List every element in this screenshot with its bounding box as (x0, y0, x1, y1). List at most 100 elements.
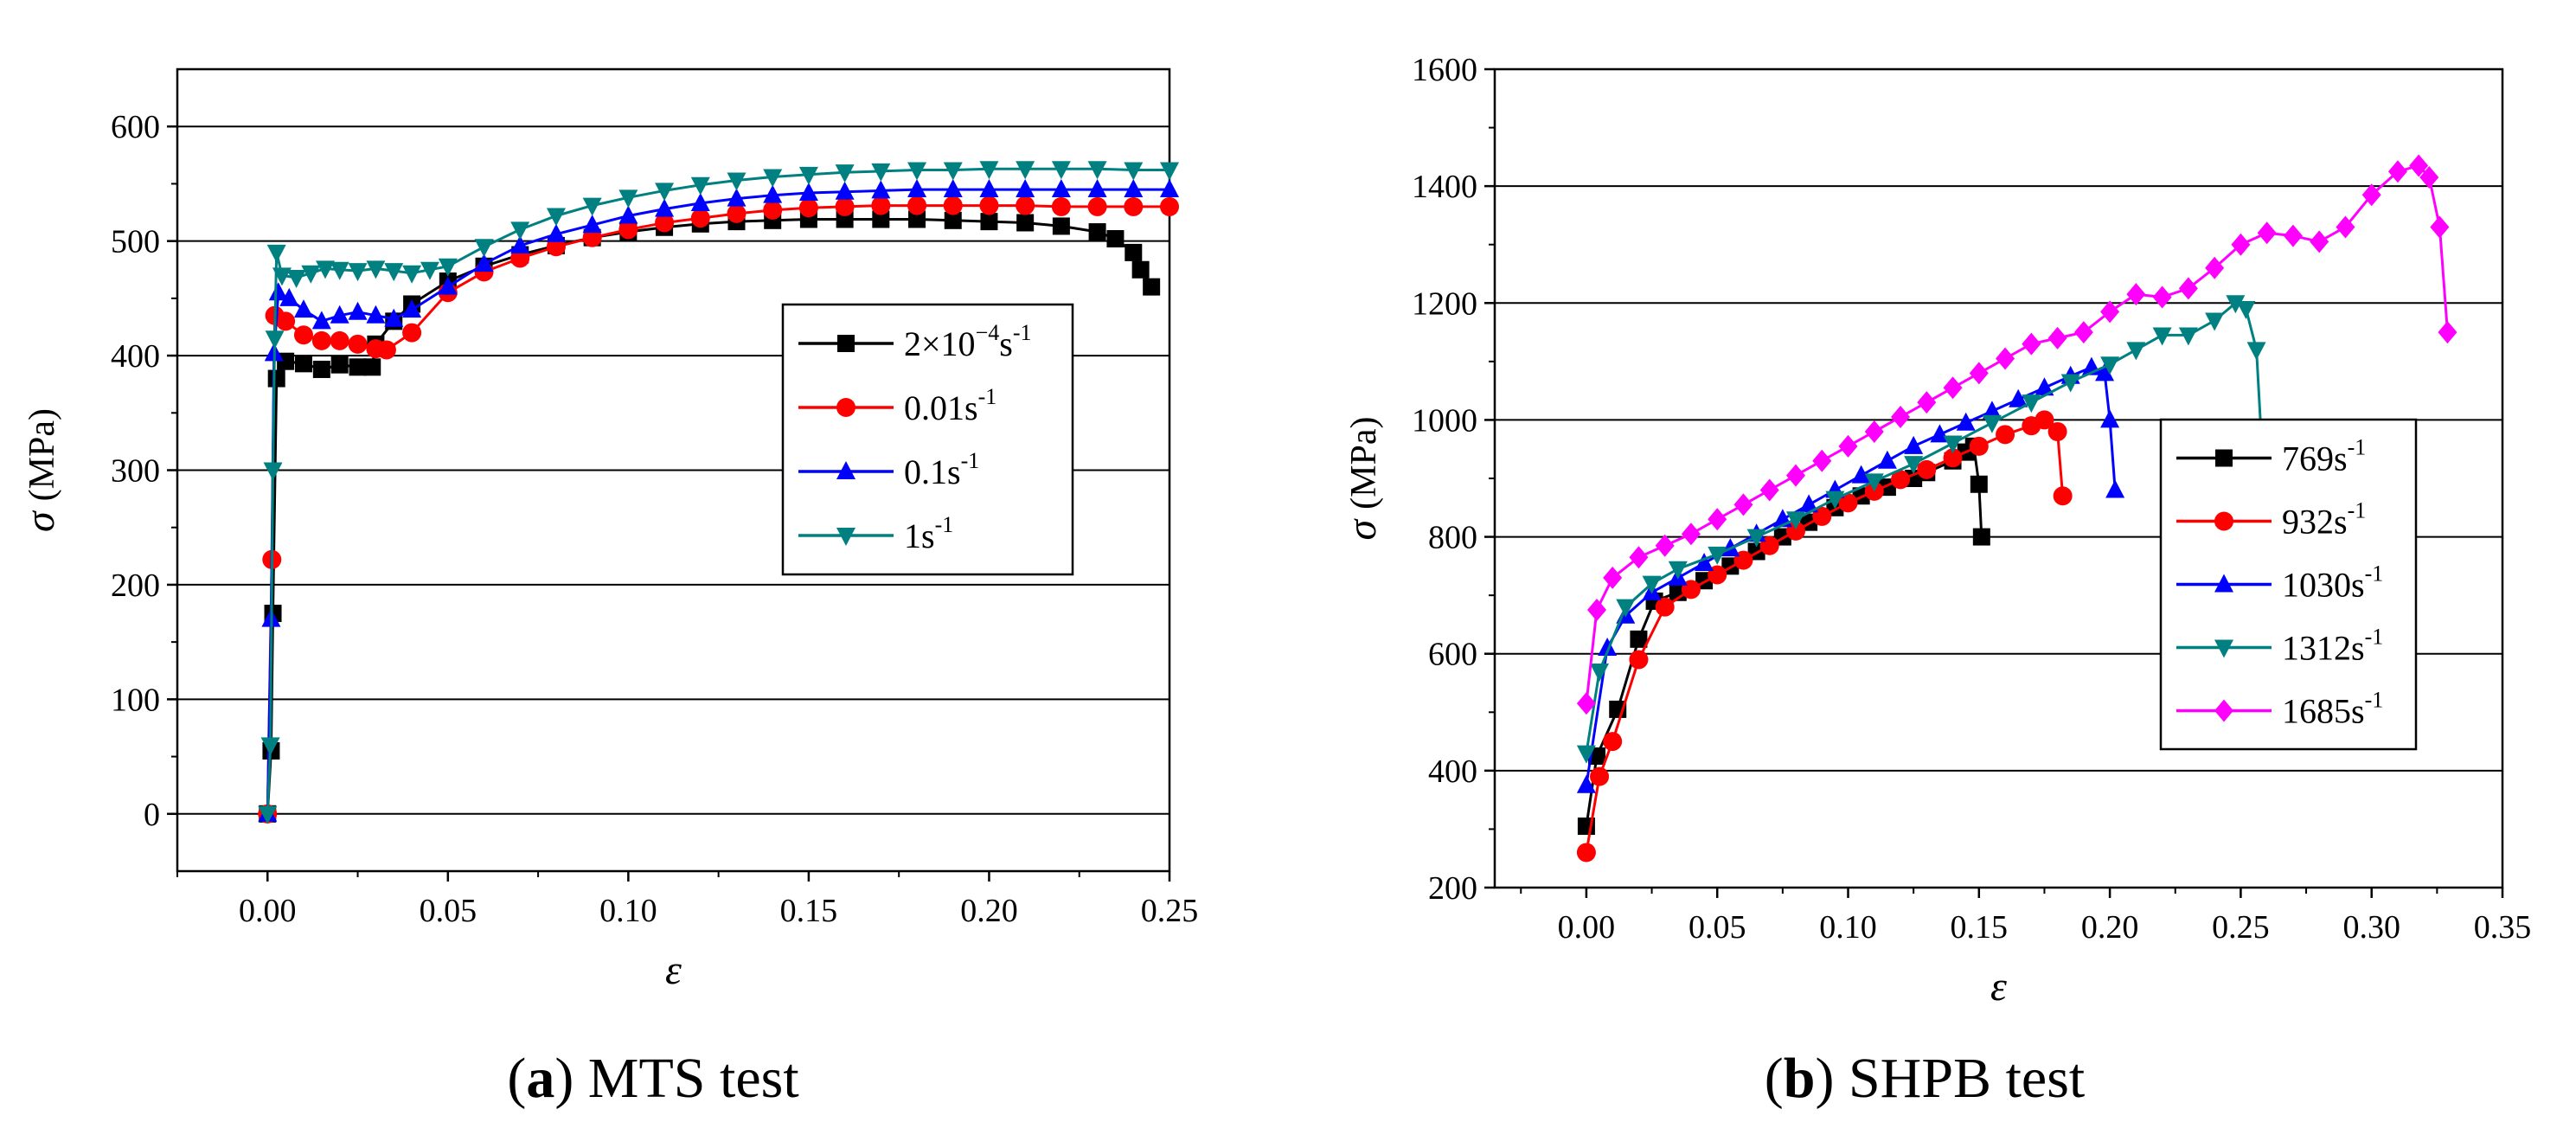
data-point (727, 203, 747, 223)
data-point (1655, 597, 1675, 617)
data-point (2246, 342, 2266, 361)
data-point (2152, 327, 2172, 346)
chart-mts-test: 0 100 200 300 400 500 600 0.00 0.05 0.10 0.15 0.20 0… (17, 67, 1199, 993)
data-point (2035, 410, 2054, 430)
data-point (1956, 412, 1976, 431)
data-point (1087, 196, 1107, 216)
data-point (384, 263, 404, 282)
data-point (2430, 215, 2450, 239)
data-point (2236, 301, 2256, 320)
data-point (2226, 295, 2246, 314)
data-point (1943, 448, 1963, 468)
legend-marker (836, 528, 855, 546)
caption-a: (a) MTS test (507, 1047, 798, 1110)
data-point (1106, 229, 1125, 247)
series-2 (1576, 410, 2073, 862)
data-point (438, 258, 458, 277)
x-tick-label: 0.25 (1141, 893, 1199, 929)
data-point (510, 248, 530, 268)
data-point (1681, 523, 1701, 546)
y-tick-label: 600 (111, 109, 160, 145)
legend-entry: 1312s-1 (2176, 625, 2383, 668)
data-point (311, 330, 331, 350)
data-point (510, 221, 530, 240)
data-point (1587, 599, 1607, 622)
data-point (835, 164, 855, 183)
data-point (655, 213, 675, 233)
data-point (798, 166, 818, 185)
series-3 (258, 179, 1179, 822)
x-tick-label: 0.10 (1819, 909, 1877, 946)
data-point (1016, 196, 1035, 215)
x-tick-label: 0.10 (599, 893, 657, 929)
data-point (1785, 464, 1805, 487)
x-tick-label: 0.15 (780, 893, 838, 929)
data-point (1943, 376, 1963, 400)
data-point (265, 330, 285, 349)
data-point (1708, 508, 1727, 531)
data-point (2438, 321, 2457, 344)
data-point (474, 239, 494, 258)
data-point (1160, 196, 1179, 216)
data-point (979, 179, 999, 198)
legend: 2×10−4s-1 0.01s-1 0.1s-1 1s-1 (781, 303, 1074, 576)
data-point (1785, 511, 1805, 530)
data-point (1576, 692, 1596, 715)
data-point (311, 311, 331, 330)
data-point (1603, 732, 1623, 752)
y-tick-label: 0 (144, 797, 160, 833)
data-point (690, 208, 710, 228)
data-point (1838, 434, 1858, 458)
data-point (1016, 214, 1035, 232)
y-axis-unit: (MPa) (1344, 417, 1384, 510)
data-point (330, 356, 349, 374)
legend-label: 1s-1 (904, 512, 953, 555)
data-point (871, 180, 891, 199)
data-point (2205, 256, 2225, 279)
data-point (907, 179, 927, 198)
data-point (301, 265, 321, 284)
data-point (763, 184, 783, 203)
legend-label: 1030s-1 (2282, 561, 2383, 605)
data-point (2336, 215, 2355, 239)
legend-entry: 2×10−4s-1 (798, 320, 1031, 363)
legend-box (2159, 418, 2418, 751)
data-point (1891, 470, 1911, 490)
data-point (349, 358, 367, 376)
legend-marker (2214, 511, 2233, 531)
data-point (2047, 421, 2067, 441)
legend-label: 0.1s-1 (904, 448, 979, 491)
data-point (908, 210, 926, 228)
data-point (835, 181, 855, 200)
data-point (582, 197, 602, 216)
data-point (1668, 561, 1688, 580)
data-point (272, 267, 292, 286)
data-point (1996, 347, 2015, 370)
data-point (2178, 277, 2198, 300)
data-point (2361, 183, 2381, 207)
y-axis-unit: (MPa) (22, 408, 62, 501)
data-point (1160, 179, 1179, 198)
legend-entry: 1685s-1 (2176, 688, 2383, 731)
data-point (1088, 223, 1106, 241)
data-point (2126, 342, 2146, 361)
data-point (943, 162, 963, 181)
data-point (2152, 285, 2172, 309)
legend-box (781, 303, 1074, 576)
y-tick-label: 400 (111, 338, 160, 375)
x-tick-label: 0.00 (1558, 909, 1616, 946)
caption-b-text: SHPB test (1849, 1047, 2085, 1110)
legend-label: 769s-1 (2282, 435, 2366, 478)
data-point (1982, 414, 2002, 433)
data-point (366, 260, 386, 279)
data-point (330, 261, 349, 280)
y-tick-label: 200 (1428, 870, 1477, 907)
x-tick-label: 0.05 (1688, 909, 1746, 946)
data-point (907, 196, 927, 215)
legend-label: 0.01s-1 (904, 384, 996, 427)
series-4 (1576, 295, 2272, 764)
data-point (1864, 420, 1884, 443)
data-point (835, 196, 855, 216)
data-point (618, 205, 638, 224)
y-axis-symbol: σ (1339, 510, 1385, 541)
